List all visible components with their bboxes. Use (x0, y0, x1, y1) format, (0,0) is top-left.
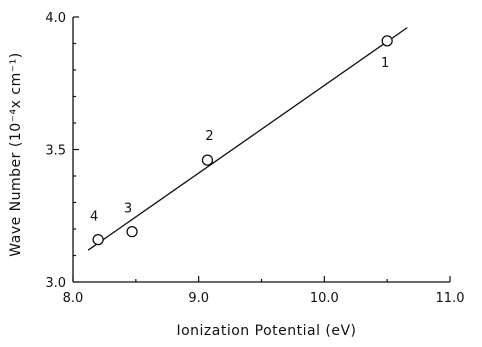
axis-ticks: 8.0 9.0 10.0 11.0 3.0 3.5 4.0 (45, 11, 464, 306)
data-point-1 (381, 35, 393, 47)
data-point-2 (201, 154, 214, 166)
y-tick-label: 3.0 (45, 276, 66, 291)
point-label-2: 2 (205, 129, 213, 144)
y-tick-label: 4.0 (45, 11, 66, 26)
data-points: 1 2 3 4 (90, 35, 393, 246)
x-tick-label: 10.0 (310, 291, 339, 306)
fit-line (87, 27, 408, 251)
x-tick-label: 11.0 (436, 291, 465, 306)
y-tick-label: 3.5 (45, 144, 66, 159)
axes (72, 17, 450, 283)
x-tick-label: 9.0 (188, 291, 209, 306)
x-axis-title: Ionization Potential (eV) (176, 323, 356, 339)
point-label-3: 3 (124, 202, 132, 217)
y-axis-title: Wave Number (10⁻⁴x cm⁻¹) (8, 52, 24, 256)
point-label-4: 4 (90, 210, 98, 225)
fit-line-group (87, 27, 408, 251)
data-point-4 (92, 233, 104, 246)
point-label-1: 1 (381, 56, 389, 71)
data-point-3 (126, 225, 138, 238)
x-tick-label: 8.0 (63, 291, 84, 306)
